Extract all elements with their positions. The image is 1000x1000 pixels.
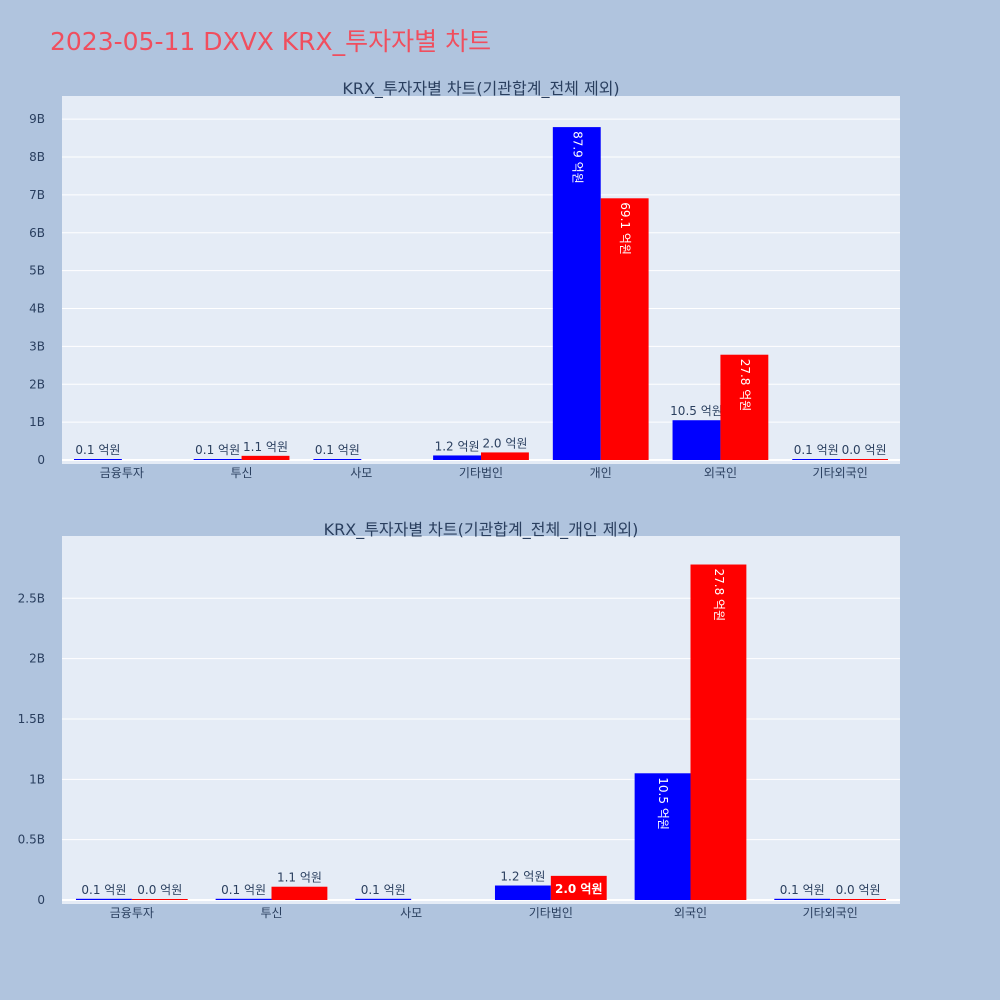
y-tick-label: 6B	[29, 226, 45, 240]
bar	[131, 899, 188, 900]
bar	[830, 899, 887, 900]
x-tick-label: 사모	[350, 466, 372, 480]
bar	[720, 354, 769, 460]
data-label: 0.1 억원	[195, 443, 240, 457]
y-tick-label: 1B	[29, 415, 45, 429]
data-label: 0.1 억원	[221, 883, 266, 897]
data-label: 0.0 억원	[137, 883, 182, 897]
x-tick-label: 금융투자	[100, 466, 144, 480]
bar	[550, 875, 607, 900]
y-tick-label: 5B	[29, 264, 45, 278]
data-label: 27.8 억원	[738, 359, 752, 412]
data-label: 1.2 억원	[435, 439, 480, 453]
data-label: 1.2 억원	[500, 870, 545, 884]
x-tick-label: 사모	[400, 906, 422, 920]
bar	[634, 773, 691, 900]
data-label: 1.1 억원	[277, 871, 322, 885]
data-label: 2.0 억원	[555, 882, 603, 896]
bar	[672, 420, 721, 460]
bar	[433, 455, 481, 460]
x-tick-label: 기타법인	[459, 466, 503, 480]
bar	[840, 459, 889, 460]
bar	[241, 455, 290, 460]
data-label: 0.1 억원	[81, 883, 126, 897]
bar	[494, 885, 551, 900]
y-tick-label: 0	[37, 893, 45, 907]
bar	[355, 898, 412, 900]
bar	[313, 459, 362, 460]
bar	[552, 127, 601, 461]
chart-1: KRX_투자자별 차트(기관합계_전체 제외) 0 1B 2B 3B 4B 5B 6B 7B 8B…	[29, 79, 900, 480]
bar	[600, 198, 649, 460]
y-tick-label: 2B	[29, 377, 45, 391]
data-label: 2.0 억원	[482, 436, 527, 450]
bar	[481, 452, 529, 460]
y-tick-label: 0	[37, 453, 45, 467]
x-tick-label: 투신	[260, 906, 282, 920]
y-tick-label: 3B	[29, 339, 45, 353]
data-label: 1.1 억원	[243, 440, 288, 454]
data-label: 0.1 억원	[315, 443, 360, 457]
data-label: 69.1 억원	[618, 202, 632, 255]
data-label: 0.1 억원	[361, 883, 406, 897]
y-tick-label: 0.5B	[18, 833, 45, 847]
x-tick-label: 기타외국인	[803, 906, 858, 920]
bar	[73, 459, 122, 460]
chart-2: KRX_투자자별 차트(기관합계_전체_개인 제외) 0 0.5B 1B 1.5B 2B 2…	[18, 520, 900, 920]
page-title: 2023-05-11 DXVX KRX_투자자별 차트	[50, 27, 492, 56]
data-label: 87.9 억원	[570, 131, 584, 184]
y-tick-label: 9B	[29, 112, 45, 126]
data-label: 0.0 억원	[842, 443, 887, 457]
plot-area	[62, 536, 900, 904]
bar	[792, 459, 841, 460]
x-tick-label: 기타외국인	[813, 466, 868, 480]
y-tick-label: 4B	[29, 302, 45, 316]
bar	[774, 898, 831, 900]
y-tick-label: 2B	[29, 652, 45, 666]
bar	[193, 459, 242, 460]
y-tick-label: 1.5B	[18, 712, 45, 726]
y-tick-label: 1B	[29, 772, 45, 786]
plot-area	[62, 96, 900, 464]
data-label: 0.1 억원	[794, 443, 839, 457]
y-tick-label: 2.5B	[18, 591, 45, 605]
bar	[690, 564, 747, 900]
chart-title: KRX_투자자별 차트(기관합계_전체 제외)	[342, 79, 619, 99]
data-label: 27.8 억원	[712, 569, 726, 622]
data-label: 10.5 억원	[656, 777, 670, 830]
x-tick-label: 개인	[590, 466, 612, 480]
data-label: 10.5 억원	[670, 404, 723, 418]
chart-title: KRX_투자자별 차트(기관합계_전체_개인 제외)	[324, 520, 639, 540]
data-label: 0.1 억원	[75, 443, 120, 457]
y-tick-label: 7B	[29, 188, 45, 202]
x-tick-label: 금융투자	[110, 906, 154, 920]
data-label: 0.0 억원	[836, 883, 881, 897]
x-tick-label: 기타법인	[529, 906, 573, 920]
bar	[271, 886, 328, 900]
x-tick-label: 외국인	[674, 906, 707, 920]
data-label: 0.1 억원	[780, 883, 825, 897]
bar	[215, 898, 272, 900]
x-tick-label: 외국인	[704, 466, 737, 480]
bar	[75, 898, 132, 900]
x-tick-label: 투신	[231, 466, 253, 480]
y-tick-label: 8B	[29, 150, 45, 164]
